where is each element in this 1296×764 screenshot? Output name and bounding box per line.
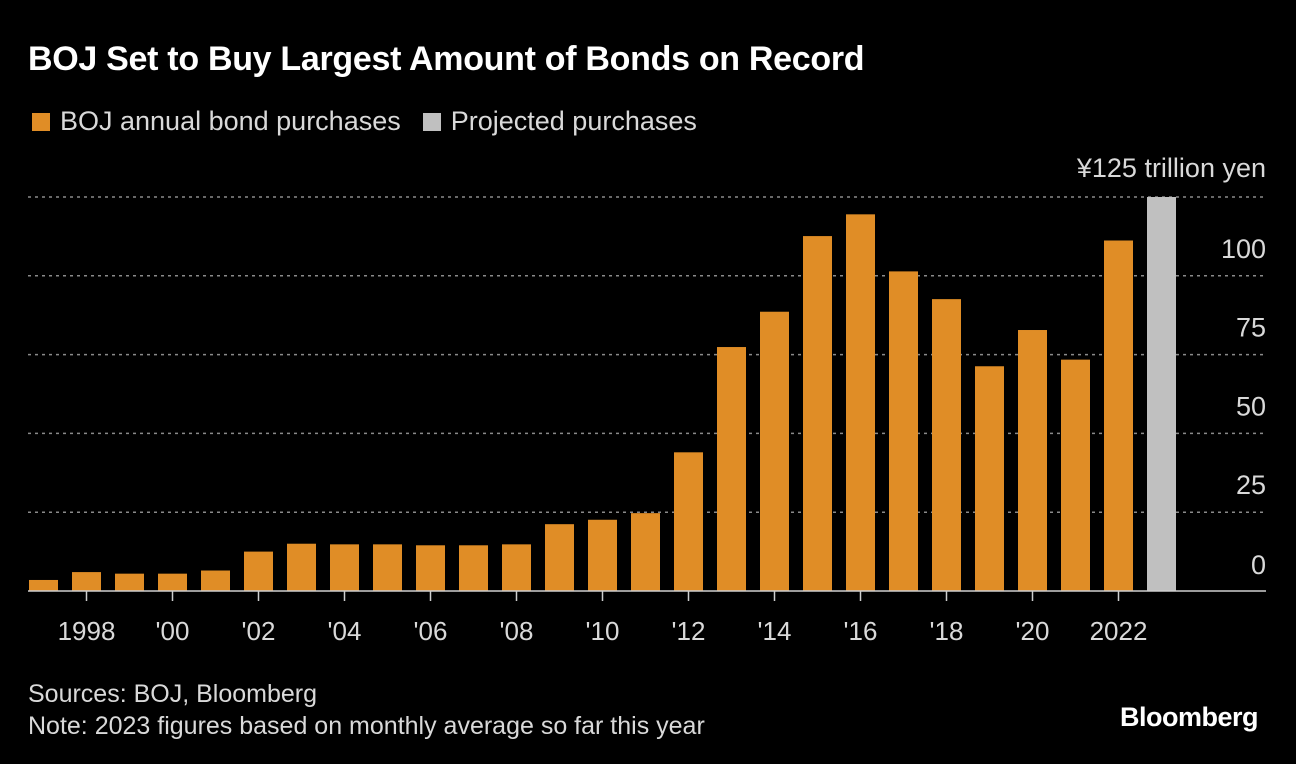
bar-2001	[201, 570, 230, 591]
x-tick-label-2000: '00	[156, 616, 190, 646]
bar-2004	[330, 544, 359, 591]
y-tick-label-75: 75	[1236, 313, 1266, 343]
bar-1997	[29, 579, 58, 591]
x-tick-label-2020: '20	[1016, 616, 1050, 646]
bar-2022	[1104, 240, 1133, 591]
bar-2012	[674, 452, 703, 591]
bar-2005	[373, 544, 402, 591]
chart-title: BOJ Set to Buy Largest Amount of Bonds o…	[28, 40, 865, 78]
bar-projected-2023	[1147, 197, 1176, 591]
bar-2009	[545, 524, 574, 591]
bar-2003	[287, 543, 316, 591]
bar-2021	[1061, 359, 1090, 591]
y-tick-label-25: 25	[1236, 470, 1266, 500]
x-axis: 1998 '00 '02 '04 '06 '08 '10 '12 '14 '16 '18 '20 202…	[28, 590, 1266, 646]
bar-2011	[631, 513, 660, 591]
x-tick-label-2010: '10	[586, 616, 620, 646]
x-tick-label-2012: '12	[672, 616, 706, 646]
bar-2015	[803, 236, 832, 591]
bar-2008	[502, 544, 531, 591]
x-tick-label-2018: '18	[930, 616, 964, 646]
gridlines	[28, 196, 1266, 513]
legend-swatch-projected	[422, 112, 441, 131]
x-tick-label-2004: '04	[328, 616, 362, 646]
bar-2020	[1018, 330, 1047, 591]
bars	[29, 197, 1176, 591]
bar-2014	[760, 311, 789, 591]
bar-2013	[717, 347, 746, 591]
bar-chart: 0 25 50 75 100 1998 '00 '02 '04 '06 '08 '10 '12 '14 '…	[28, 153, 1266, 646]
bar-2016	[846, 214, 875, 591]
bar-2018	[932, 299, 961, 591]
y-tick-label-0: 0	[1251, 550, 1266, 580]
legend-label-projected: Projected purchases	[450, 106, 697, 136]
x-tick-label-2002: '02	[242, 616, 276, 646]
legend-item-projected: Projected purchases	[422, 106, 697, 137]
legend-label-actual: BOJ annual bond purchases	[60, 106, 401, 136]
x-tick-label-2008: '08	[500, 616, 534, 646]
note-text: Note: 2023 figures based on monthly aver…	[28, 712, 705, 740]
legend-swatch-actual	[32, 112, 50, 131]
bar-2010	[588, 519, 617, 591]
y-tick-label-100: 100	[1221, 234, 1266, 264]
bar-2017	[889, 271, 918, 591]
bar-1998	[72, 572, 101, 591]
y-tick-label-50: 50	[1236, 391, 1266, 421]
bar-2019	[975, 366, 1004, 591]
bar-2007	[459, 545, 488, 591]
bar-2006	[416, 545, 445, 591]
footer: Sources: BOJ, Bloomberg Note: 2023 figur…	[28, 678, 705, 742]
x-tick-label-2016: '16	[844, 616, 878, 646]
y-axis-tick-labels: 0 25 50 75 100	[1221, 234, 1266, 580]
x-tick-label-2022: 2022	[1090, 616, 1148, 646]
x-tick-label-1998: 1998	[58, 616, 116, 646]
x-tick-label-2006: '06	[414, 616, 448, 646]
bloomberg-logo: Bloomberg	[1119, 702, 1259, 732]
y-axis-unit-label: ¥125 trillion yen	[1076, 153, 1266, 183]
x-tick-label-2014: '14	[758, 616, 792, 646]
legend: BOJ annual bond purchases Projected purc…	[32, 106, 697, 137]
legend-item-actual: BOJ annual bond purchases	[32, 106, 401, 137]
bar-2002	[244, 551, 273, 591]
bar-2000	[158, 573, 187, 591]
bar-1999	[115, 573, 144, 591]
sources-text: Sources: BOJ, Bloomberg	[28, 680, 318, 708]
